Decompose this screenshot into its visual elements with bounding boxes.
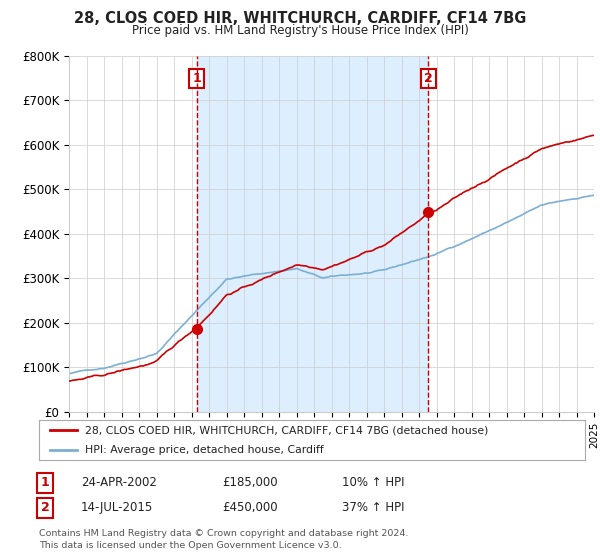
Text: Price paid vs. HM Land Registry's House Price Index (HPI): Price paid vs. HM Land Registry's House … (131, 24, 469, 36)
Text: 37% ↑ HPI: 37% ↑ HPI (342, 501, 404, 515)
Text: This data is licensed under the Open Government Licence v3.0.: This data is licensed under the Open Gov… (39, 541, 341, 550)
Text: 14-JUL-2015: 14-JUL-2015 (81, 501, 153, 515)
Text: £185,000: £185,000 (222, 476, 278, 489)
Text: £450,000: £450,000 (222, 501, 278, 515)
Text: 1: 1 (193, 72, 201, 85)
Text: 28, CLOS COED HIR, WHITCHURCH, CARDIFF, CF14 7BG: 28, CLOS COED HIR, WHITCHURCH, CARDIFF, … (74, 11, 526, 26)
Bar (197, 56, 428, 412)
Text: 2: 2 (41, 501, 49, 515)
Text: 1: 1 (41, 476, 49, 489)
Text: Contains HM Land Registry data © Crown copyright and database right 2024.: Contains HM Land Registry data © Crown c… (39, 529, 409, 538)
Text: 10% ↑ HPI: 10% ↑ HPI (342, 476, 404, 489)
Text: 28, CLOS COED HIR, WHITCHURCH, CARDIFF, CF14 7BG (detached house): 28, CLOS COED HIR, WHITCHURCH, CARDIFF, … (85, 425, 489, 435)
Text: HPI: Average price, detached house, Cardiff: HPI: Average price, detached house, Card… (85, 445, 324, 455)
Text: 2: 2 (424, 72, 433, 85)
Text: 24-APR-2002: 24-APR-2002 (81, 476, 157, 489)
